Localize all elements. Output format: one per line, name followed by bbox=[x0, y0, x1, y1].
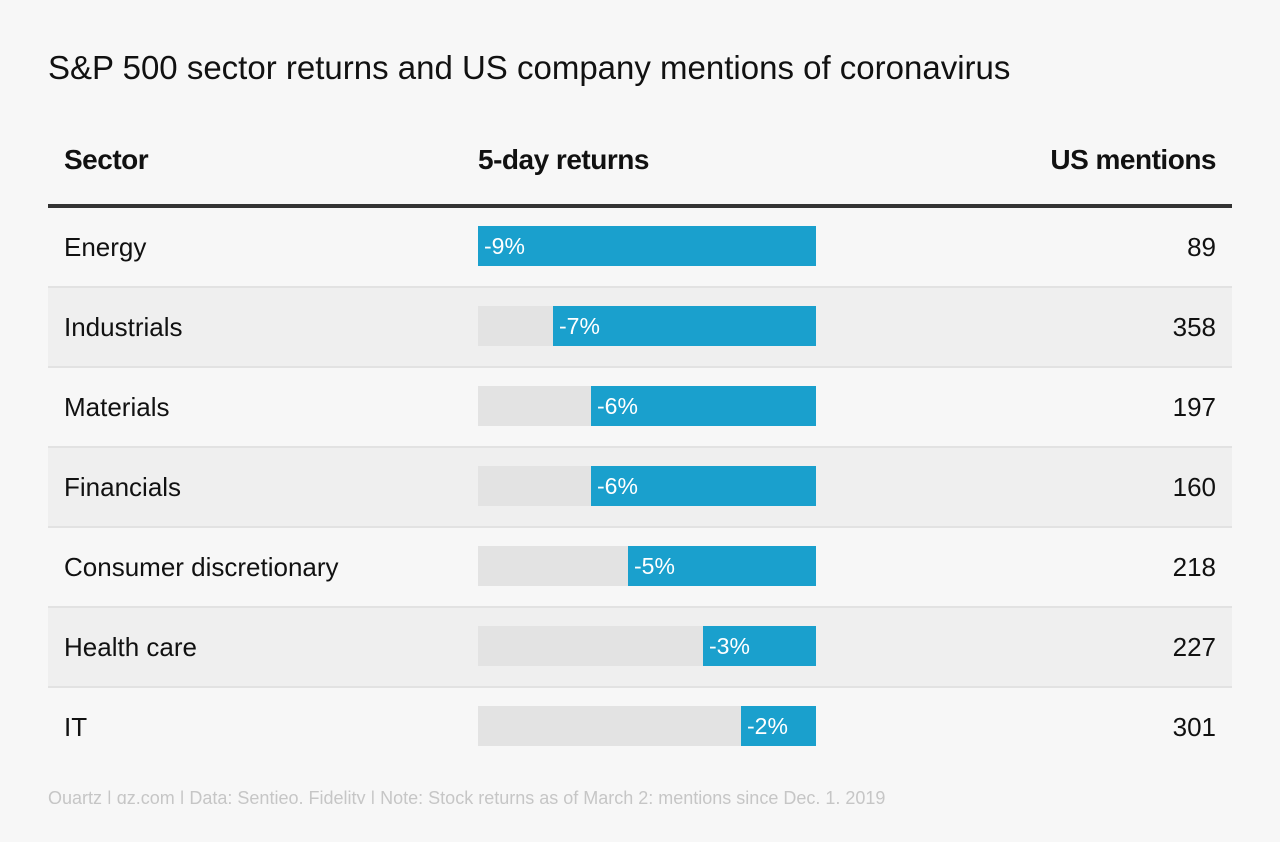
column-header-returns: 5-day returns bbox=[478, 144, 649, 175]
mentions-value: 227 bbox=[1172, 632, 1216, 662]
table-body: Energy -9% 89 Industrials -7% 358 Materials -6%… bbox=[48, 208, 1232, 766]
return-value-label: -6% bbox=[597, 473, 638, 499]
table-row: Financials -6% 160 bbox=[48, 448, 1232, 528]
return-bar: -9% bbox=[478, 226, 816, 266]
sector-label: Materials bbox=[64, 392, 170, 422]
mentions-value: 218 bbox=[1172, 552, 1216, 582]
chart-title: S&P 500 sector returns and US company me… bbox=[48, 49, 1011, 86]
sector-label: Industrials bbox=[64, 312, 183, 342]
return-bar: -6% bbox=[591, 466, 816, 506]
return-bar-track: -9% bbox=[478, 226, 816, 266]
mentions-value: 358 bbox=[1172, 312, 1216, 342]
return-bar-track: -6% bbox=[478, 466, 816, 506]
mentions-value: 301 bbox=[1172, 712, 1216, 742]
mentions-value: 160 bbox=[1172, 472, 1216, 502]
table-row: Health care -3% 227 bbox=[48, 608, 1232, 688]
return-value-label: -7% bbox=[559, 313, 600, 339]
return-bar: -5% bbox=[628, 546, 816, 586]
mentions-value: 89 bbox=[1187, 232, 1216, 262]
return-value-label: -5% bbox=[634, 553, 675, 579]
return-value-label: -2% bbox=[747, 713, 788, 739]
return-bar-track: -2% bbox=[478, 706, 816, 746]
column-header-mentions: US mentions bbox=[1050, 144, 1216, 175]
sector-label: Financials bbox=[64, 472, 182, 502]
table-row: Materials -6% 197 bbox=[48, 368, 1232, 448]
return-value-label: -9% bbox=[484, 233, 525, 259]
return-bar: -3% bbox=[703, 626, 816, 666]
table-row: Industrials -7% 358 bbox=[48, 288, 1232, 368]
return-bar-track: -5% bbox=[478, 546, 816, 586]
table-row: IT -2% 301 bbox=[48, 688, 1232, 766]
table-row: Energy -9% 89 bbox=[48, 208, 1232, 288]
return-bar: -2% bbox=[741, 706, 816, 746]
source-footer: Quartz | qz.com | Data: Sentieo, Fidelit… bbox=[48, 788, 886, 804]
return-value-label: -3% bbox=[709, 633, 750, 659]
return-bar-track: -7% bbox=[478, 306, 816, 346]
column-header-sector: Sector bbox=[64, 144, 149, 175]
return-bar-track: -3% bbox=[478, 626, 816, 666]
return-bar: -7% bbox=[553, 306, 816, 346]
return-bar-track: -6% bbox=[478, 386, 816, 426]
sector-label: Health care bbox=[64, 632, 197, 662]
table-header: Sector 5-day returns US mentions bbox=[48, 140, 1232, 208]
sector-label: IT bbox=[64, 712, 88, 742]
table-row: Consumer discretionary -5% 218 bbox=[48, 528, 1232, 608]
return-bar: -6% bbox=[591, 386, 816, 426]
return-value-label: -6% bbox=[597, 393, 638, 419]
sector-label: Energy bbox=[64, 232, 147, 262]
sector-label: Consumer discretionary bbox=[64, 552, 339, 582]
mentions-value: 197 bbox=[1172, 392, 1216, 422]
